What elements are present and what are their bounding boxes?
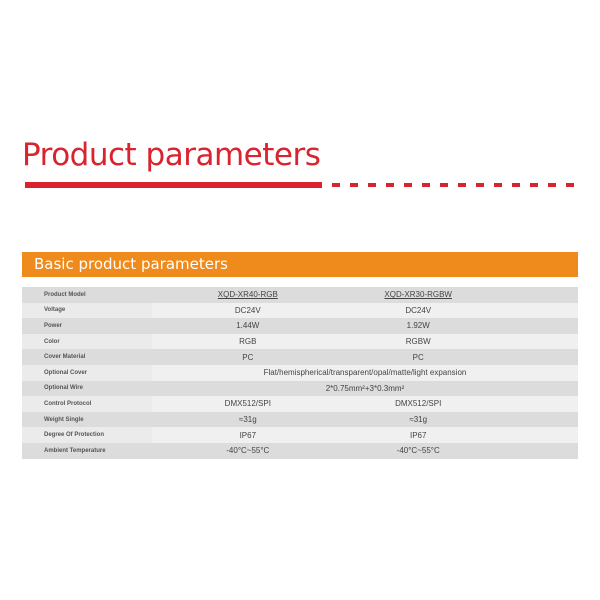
row-value-model-1: IP67 — [151, 427, 344, 443]
table-row: Color RGB RGBW — [22, 333, 578, 350]
row-filler — [492, 427, 578, 443]
row-value-model-2: 1.92W — [343, 318, 493, 334]
table-row: Degree Of Protection IP67 IP67 — [22, 427, 578, 443]
row-value-model-1: RGB — [151, 333, 344, 350]
row-filler — [492, 318, 578, 334]
table-row: Voltage DC24V DC24V — [22, 302, 578, 319]
table-row: Optional Cover Flat/hemispherical/transpa… — [22, 364, 578, 381]
row-label: Weight Single — [22, 411, 152, 428]
row-label: Cover Material — [22, 349, 152, 365]
table-row: Control Protocol DMX512/SPI DMX512/SPI — [22, 396, 578, 412]
row-filler — [492, 333, 578, 350]
table-row: Cover Material PC PC — [22, 349, 578, 365]
row-value-model-1: -40°C~55°C — [151, 442, 344, 459]
row-value-model-1: 1.44W — [151, 318, 344, 334]
section-header: Basic product parameters — [22, 252, 578, 277]
row-value-model-2: IP67 — [343, 427, 493, 443]
row-filler — [492, 411, 578, 428]
row-label: Optional Wire — [22, 380, 152, 397]
row-value-merged: Flat/hemispherical/transparent/opal/matt… — [151, 364, 578, 381]
row-filler — [492, 396, 578, 412]
row-value-model-1: PC — [151, 349, 344, 365]
table-row: Power 1.44W 1.92W — [22, 318, 578, 334]
row-value-model-1: DC24V — [151, 302, 344, 319]
row-value-model-1: XQD-XR40-RGB — [151, 287, 344, 303]
row-label: Voltage — [22, 302, 152, 319]
row-label: Color — [22, 333, 152, 350]
row-filler — [492, 302, 578, 319]
row-value-merged: 2*0.75mm²+3*0.3mm² — [151, 380, 578, 397]
row-value-model-2: DC24V — [343, 302, 493, 319]
title-underline-bar — [25, 182, 322, 188]
row-value-model-2: ≈31g — [343, 411, 493, 428]
row-label: Ambient Temperature — [22, 442, 152, 459]
row-label: Product Model — [22, 287, 152, 303]
table-row: Product Model XQD-XR40-RGB XQD-XR30-RGBW — [22, 287, 578, 303]
row-filler — [492, 349, 578, 365]
row-value-model-1: ≈31g — [151, 411, 344, 428]
row-filler — [492, 442, 578, 459]
row-label: Degree Of Protection — [22, 427, 152, 443]
row-label: Power — [22, 318, 152, 334]
table-row: Optional Wire 2*0.75mm²+3*0.3mm² — [22, 380, 578, 397]
row-label: Optional Cover — [22, 364, 152, 381]
row-value-model-2: XQD-XR30-RGBW — [343, 287, 493, 303]
table-row: Ambient Temperature -40°C~55°C -40°C~55°C — [22, 442, 578, 459]
parameters-table: Product Model XQD-XR40-RGB XQD-XR30-RGBW Vo… — [22, 287, 578, 459]
table-row: Weight Single ≈31g ≈31g — [22, 411, 578, 428]
page-title: Product parameters — [22, 137, 321, 173]
title-dashed-line — [332, 183, 580, 187]
row-value-model-2: PC — [343, 349, 493, 365]
row-value-model-2: -40°C~55°C — [343, 442, 493, 459]
row-label: Control Protocol — [22, 396, 152, 412]
row-value-model-2: DMX512/SPI — [343, 396, 493, 412]
row-value-model-2: RGBW — [343, 333, 493, 350]
row-filler — [492, 287, 578, 303]
row-value-model-1: DMX512/SPI — [151, 396, 344, 412]
